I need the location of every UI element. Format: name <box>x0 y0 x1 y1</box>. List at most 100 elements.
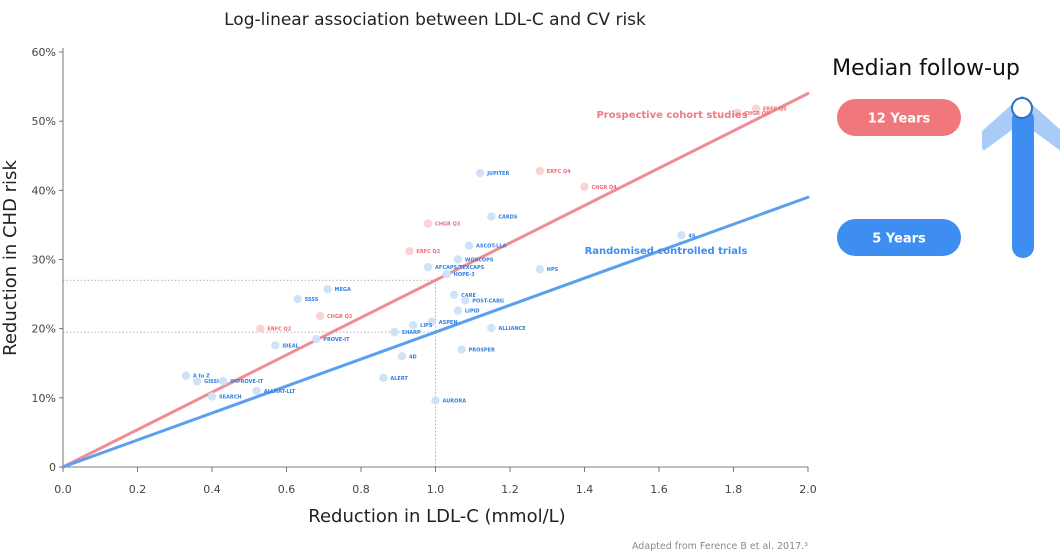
trial-point <box>457 345 466 354</box>
point-label: ERFC Q2 <box>416 249 440 255</box>
pill-5-years <box>837 219 961 256</box>
x-tick-label: 0.2 <box>129 483 147 496</box>
x-tick-label: 1.8 <box>725 483 743 496</box>
point-label: 4S <box>688 233 695 239</box>
rct-series-label: Randomised controlled trials <box>585 246 748 257</box>
trial-point <box>464 241 474 250</box>
point-label: ALLHAT-LLT <box>264 389 296 395</box>
y-tick-label: 50% <box>32 115 56 128</box>
point-label: CHGR Q5 <box>744 111 770 117</box>
trial-point <box>453 255 463 264</box>
y-tick-label: 40% <box>32 184 56 197</box>
trial-point <box>487 323 496 333</box>
point-label: GISSI-P <box>204 379 225 385</box>
point-label: ALLIANCE <box>498 326 526 332</box>
rct-trend-line <box>61 195 810 469</box>
trial-point <box>476 168 485 178</box>
trial-point <box>677 231 686 240</box>
x-tick-label: 0.4 <box>203 483 221 496</box>
x-axis-title: Reduction in LDL-C (mmol/L) <box>308 506 565 527</box>
median-follow-up-title: Median follow-up <box>832 56 1020 81</box>
point-label: ASCOT-LLA <box>476 244 507 250</box>
trial-point <box>442 269 451 279</box>
trial-point <box>218 377 228 386</box>
point-label: SEARCH <box>219 394 242 400</box>
x-tick-label: 0.6 <box>278 483 296 496</box>
point-label: CARDS <box>498 215 518 221</box>
cohort-point <box>423 219 433 228</box>
cohort-point <box>405 247 414 256</box>
point-label: CARE <box>461 293 476 299</box>
gridlines <box>63 279 436 467</box>
pill-12-years <box>837 99 961 136</box>
point-label: AURORA <box>443 399 467 405</box>
x-tick-label: 0.0 <box>54 483 72 496</box>
point-label: SHARP <box>402 330 422 336</box>
trial-point <box>427 317 436 326</box>
point-label: ERFC Q2 <box>267 327 291 333</box>
cohort-point <box>535 166 544 176</box>
trial-point <box>323 285 332 294</box>
pill-12-years-label: 12 Years <box>868 112 931 127</box>
point-label: PROSPER <box>469 347 495 353</box>
trial-point <box>535 264 544 274</box>
point-label: HPS <box>547 267 559 273</box>
point-label: ALERT <box>390 376 408 382</box>
y-tick-label: 20% <box>32 323 56 336</box>
trial-point <box>453 306 463 315</box>
x-tick-label: 1.4 <box>576 483 594 496</box>
x-tick-label: 2.0 <box>799 483 817 496</box>
trial-point <box>423 262 433 272</box>
chart-title: Log-linear association between LDL-C and… <box>224 10 646 30</box>
point-label: ASPEN <box>439 320 458 326</box>
point-label: 4D <box>409 354 417 360</box>
point-label: CHGR Q4 <box>592 185 618 191</box>
cohort-point <box>751 104 761 113</box>
trial-point <box>379 373 388 382</box>
cohort-series-label: Prospective cohort studies <box>596 110 747 121</box>
trial-point <box>449 290 459 299</box>
point-label: LIPS <box>420 323 433 329</box>
trial-point <box>397 352 407 361</box>
trial-point <box>431 396 440 405</box>
cohort-trend-line <box>61 92 810 469</box>
point-label: ERFC Q4 <box>547 169 571 175</box>
point-label: SSSS <box>305 297 319 303</box>
point-label: MEGA <box>334 287 350 293</box>
x-tick-label: 1.0 <box>427 483 445 496</box>
y-tick-label: 0 <box>49 461 56 474</box>
point-label: IMPROVE-IT <box>230 379 264 385</box>
trial-point <box>271 341 280 350</box>
y-axis-title: Reduction in CHD risk <box>0 160 21 356</box>
trial-point <box>293 294 302 304</box>
y-tick-label: 10% <box>32 392 56 405</box>
trial-point <box>192 377 202 386</box>
point-label: CHGR Q3 <box>435 222 461 228</box>
point-label: AFCAPS/TEXCAPS <box>435 265 485 271</box>
point-label: WOSCOPS <box>465 258 494 264</box>
trial-point <box>181 371 191 380</box>
point-label: LIPID <box>465 309 480 315</box>
point-label: POST-CABG <box>472 298 504 304</box>
point-label: PROVE-IT <box>323 337 350 343</box>
point-label: CHGR Q2 <box>327 314 353 320</box>
point-label: ERFC Q5 <box>763 107 787 113</box>
trial-point <box>408 321 418 330</box>
trend-lines <box>61 92 810 469</box>
point-label: IDEAL <box>282 343 299 349</box>
cohort-point <box>315 312 325 321</box>
trial-point <box>312 334 321 344</box>
source-note: Adapted from Ference B et al. 2017.³ <box>632 541 808 552</box>
cohort-point <box>256 324 265 333</box>
y-tick-label: 60% <box>32 46 56 59</box>
follow-up-arrow-icon <box>982 96 1060 258</box>
point-label: HOPE-3 <box>454 272 476 278</box>
cohort-point <box>580 182 589 192</box>
x-tick-label: 0.8 <box>352 483 370 496</box>
y-tick-label: 30% <box>32 254 56 267</box>
trial-point <box>487 212 496 221</box>
trial-point <box>390 327 399 337</box>
trial-point <box>461 296 470 305</box>
